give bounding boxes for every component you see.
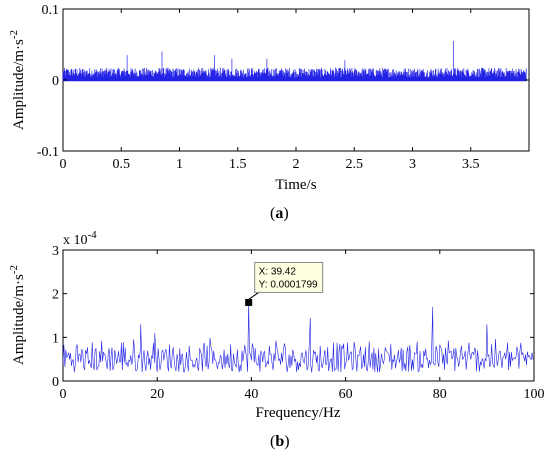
y-axis-label-a: Amplitude/m·s-2 [8,30,27,130]
x-tick-label-a: 3 [409,157,416,172]
y-multiplier-b-base: x 10 [63,233,88,248]
datatip-marker[interactable] [245,298,253,306]
chart-b: 0 20 40 60 80 100 0 1 2 3 x 10-4 X: 39.42 Y: 0.0… [8,229,545,450]
series-line-b [62,302,534,373]
y-axis-label-b-base: Amplitude/m·s [11,274,27,365]
x-tick-label-a: 0 [60,157,67,172]
x-ticks-a: 0 0.5 1 1.5 2 2.5 3 3.5 [60,9,480,172]
series-b [62,302,534,373]
x-axis-label-a: Time/s [275,177,316,193]
x-ticks-b: 0 20 40 60 80 100 [60,250,545,402]
x-tick-label-b: 20 [150,387,164,402]
caption-b: (b) [270,433,290,450]
y-tick-label-a: 0.1 [42,3,60,18]
y-tick-label-b: 0 [52,375,59,390]
x-tick-label-b: 40 [244,387,258,402]
plot-frame-b [62,249,535,382]
datatip-connector [248,292,259,300]
series-a [62,41,527,82]
datatip-x-text: X: 39.42 [259,266,297,277]
y-ticks-a: -0.1 0 0.1 [37,3,529,160]
x-tick-label-a: 0.5 [113,157,131,172]
x-tick-label-a: 2.5 [346,157,364,172]
x-tick-label-b: 80 [433,387,447,402]
chart-a: 0 0.5 1 1.5 2 2.5 3 3.5 -0.100.1 Time/s Amplitu… [8,3,530,222]
datatip[interactable]: X: 39.42 Y: 0.0001799 [245,261,324,306]
x-tick-label-a: 2 [293,157,300,172]
x-tick-label-b: 0 [60,387,67,402]
y-tick-label-b: 2 [52,288,59,303]
caption-b-letter: b [275,433,284,450]
caption-a-letter: a [275,205,283,222]
caption-a: (a) [270,205,289,222]
x-tick-label-a: 3.5 [462,157,480,172]
y-multiplier-b-exp: -4 [88,229,98,241]
x-axis-label-b: Frequency/Hz [256,405,341,421]
x-tick-label-b: 100 [524,387,545,402]
x-tick-label-b: 60 [339,387,353,402]
y-axis-label-a-exp: -2 [8,30,20,39]
datatip-box [254,261,324,293]
x-tick-label-a: 1 [176,157,183,172]
y-axis-label-a-base: Amplitude/m·s [11,39,27,130]
y-tick-label-b: 1 [52,331,59,346]
y-tick-label-a: -0.1 [37,145,59,160]
y-multiplier-b: x 10-4 [63,229,97,248]
y-axis-label-b-exp: -2 [8,265,20,274]
y-tick-label-a: 0 [52,74,59,89]
y-axis-label-b: Amplitude/m·s-2 [8,265,27,365]
series-line-a [62,41,527,82]
x-tick-label-a: 1.5 [229,157,247,172]
datatip-y-text: Y: 0.0001799 [259,279,318,290]
y-ticks-b: 0 1 2 3 [52,244,534,390]
y-tick-label-b: 3 [52,244,59,259]
